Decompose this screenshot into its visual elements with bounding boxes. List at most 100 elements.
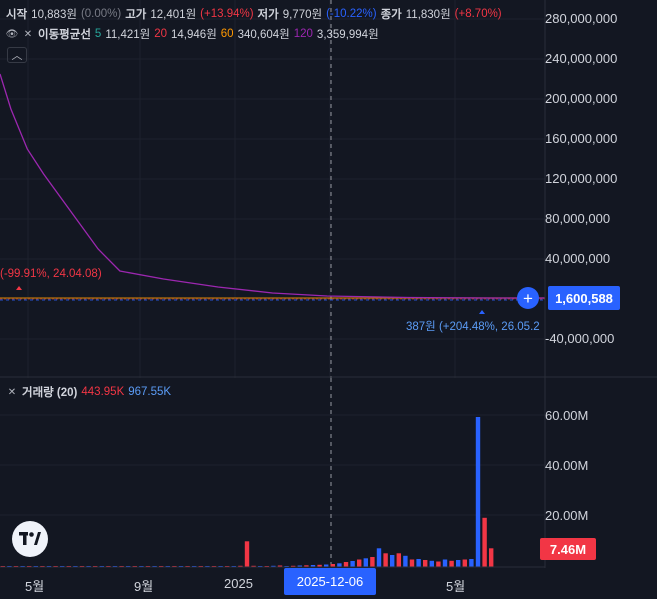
volume-axis-label: 60.00M xyxy=(545,408,589,423)
volume-bar xyxy=(291,565,296,568)
volume-bar xyxy=(324,564,329,567)
volume-bar xyxy=(277,565,283,567)
volume-bar xyxy=(297,565,302,567)
price-pane-background xyxy=(0,0,657,378)
time-axis-label: 5월 xyxy=(25,579,45,594)
volume-bar xyxy=(423,560,428,567)
last-volume-tag: 7.46M xyxy=(540,538,596,560)
volume-bar xyxy=(238,565,243,568)
open-value: 10,883원 xyxy=(31,9,77,21)
low-label: 저가 xyxy=(257,9,279,21)
volume-bar xyxy=(482,517,487,568)
ma120-period: 120 xyxy=(293,28,313,40)
volume-bar xyxy=(376,548,382,568)
ma5-period: 5 xyxy=(94,28,102,40)
low-value: 9,770원 xyxy=(282,9,323,21)
price-axis-label: 160,000,000 xyxy=(545,131,618,146)
collapse-legend-button[interactable]: ︿ xyxy=(7,47,27,63)
price-axis-label: 200,000,000 xyxy=(545,91,618,106)
price-axis-label: 80,000,000 xyxy=(545,211,611,226)
volume-bar xyxy=(436,561,441,567)
last-price-tag: 1,600,588 xyxy=(548,286,620,310)
volume-bar xyxy=(396,553,401,568)
ohlc-legend: 시작 10,883원 (0.00%) 고가 12,401원 (+13.94%) … xyxy=(6,6,502,22)
volume-bar xyxy=(337,563,342,568)
volume-bar xyxy=(383,553,388,568)
volume-legend: ✕ 거래량 (20) 443.95K 967.55K xyxy=(6,384,171,400)
price-axis-label: 120,000,000 xyxy=(545,171,618,186)
open-change: (0.00%) xyxy=(80,8,122,20)
low-change: (-10.22%) xyxy=(326,8,377,20)
ma5-value: 11,421원 xyxy=(105,29,151,41)
volume-bar xyxy=(330,564,335,567)
price-axis-label: 280,000,000 xyxy=(545,11,618,26)
price-grid xyxy=(0,0,545,378)
volume-bar xyxy=(442,559,448,567)
high-marker xyxy=(479,310,485,314)
ma120-value: 3,359,994원 xyxy=(316,29,379,41)
volume-bar xyxy=(317,564,322,568)
low-marker xyxy=(16,286,22,290)
close-change: (+8.70%) xyxy=(454,8,502,20)
volume-bar xyxy=(409,559,415,567)
ma60-value: 340,604원 xyxy=(237,29,290,41)
volume-grid xyxy=(0,414,545,516)
time-axis-label: 9월 xyxy=(134,579,154,594)
volume-value-2: 967.55K xyxy=(128,386,172,398)
volume-value-1: 443.95K xyxy=(81,386,125,398)
ma-legend: 👁 ✕ 이동평균선 5 11,421원 20 14,946원 60 340,60… xyxy=(6,26,379,42)
volume-bar xyxy=(271,565,276,568)
high-value: 12,401원 xyxy=(150,9,197,21)
volume-bar xyxy=(251,565,256,568)
volume-bar xyxy=(390,555,395,567)
high-label: 고가 xyxy=(125,9,147,21)
volume-bar xyxy=(304,565,309,568)
close-icon[interactable]: ✕ xyxy=(23,28,33,40)
volume-bar xyxy=(475,417,481,567)
low-annotation: (-99.91%, 24.04.08) xyxy=(0,268,102,280)
ma60-period: 60 xyxy=(220,28,234,40)
volume-bar xyxy=(489,548,494,567)
volume-axis-label: 20.00M xyxy=(545,508,589,523)
plus-icon: + xyxy=(523,288,533,308)
volume-bar xyxy=(357,559,362,567)
price-axis-label: 40,000,000 xyxy=(545,251,611,266)
close-icon[interactable]: ✕ xyxy=(7,386,17,398)
tradingview-logo[interactable] xyxy=(12,521,48,557)
volume-bar xyxy=(462,559,467,567)
price-axis-label: 240,000,000 xyxy=(545,51,618,66)
volume-chart[interactable] xyxy=(0,378,657,568)
volume-bar xyxy=(370,557,375,567)
high-change: (+13.94%) xyxy=(200,8,254,20)
volume-bar xyxy=(456,560,461,567)
ma20-value: 14,946원 xyxy=(171,29,217,41)
add-alert-button[interactable]: + xyxy=(517,287,539,309)
tradingview-logo-icon xyxy=(19,532,41,545)
volume-pane-background xyxy=(0,378,657,568)
crosshair-date-label: 2025-12-06 xyxy=(284,568,376,595)
time-axis-label: 2025 xyxy=(224,576,253,591)
volume-bar xyxy=(350,561,355,567)
ma20-period: 20 xyxy=(154,28,168,40)
volume-axis-label: 40.00M xyxy=(545,458,589,473)
volume-bar xyxy=(363,558,368,568)
volume-bar xyxy=(469,559,474,567)
ma120-line xyxy=(0,73,545,299)
volume-bar xyxy=(403,555,408,568)
volume-bar xyxy=(449,560,454,568)
price-chart[interactable] xyxy=(0,0,657,378)
volume-bar xyxy=(244,541,250,568)
volume-bar xyxy=(343,562,349,567)
ma-label: 이동평균선 xyxy=(38,29,91,41)
close-label: 종가 xyxy=(380,9,402,21)
close-value: 11,830원 xyxy=(405,9,451,21)
visibility-icon[interactable]: 👁 xyxy=(5,28,19,40)
price-axis-label: -40,000,000 xyxy=(545,331,615,346)
time-axis-label: 5월 xyxy=(446,579,466,594)
volume-label: 거래량 (20) xyxy=(22,387,78,399)
high-annotation: 387원 (+204.48%, 26.05.2 xyxy=(406,321,540,333)
volume-bar xyxy=(416,559,421,567)
chevron-up-icon: ︿ xyxy=(11,50,23,62)
volume-bar xyxy=(429,560,434,568)
open-label: 시작 xyxy=(6,9,28,21)
